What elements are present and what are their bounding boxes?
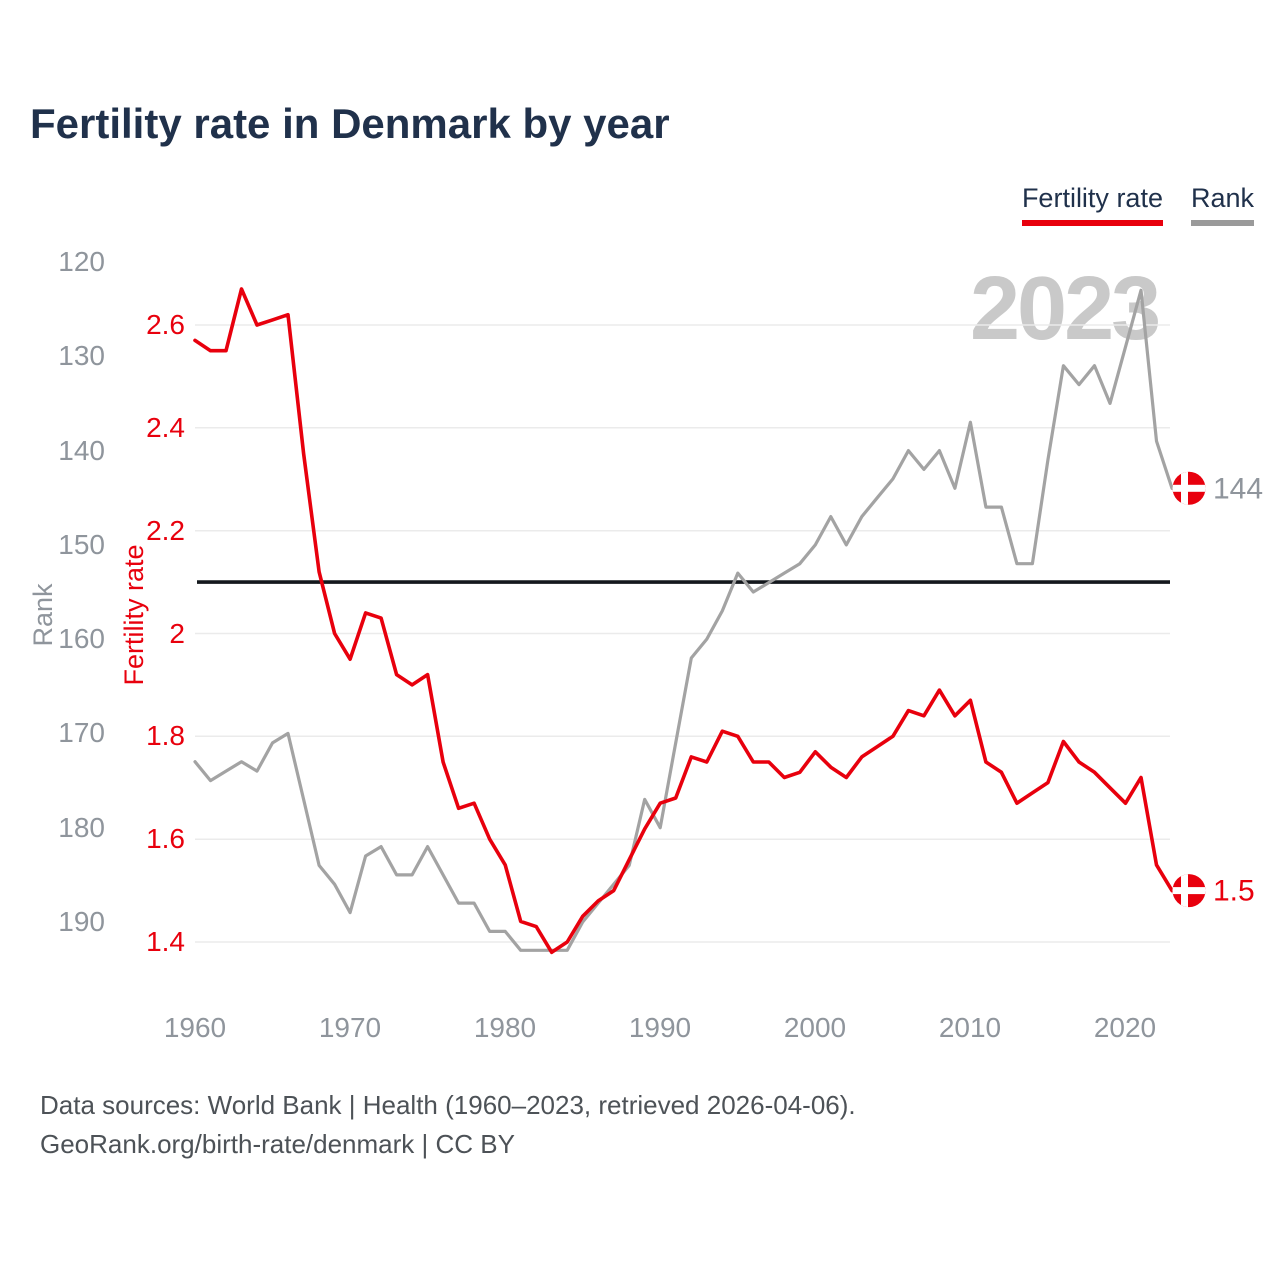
year-tick-label: 2010 (938, 1012, 1002, 1043)
page-title: Fertility rate in Denmark by year (30, 100, 670, 147)
year-tick-label: 1960 (163, 1012, 227, 1043)
rank-tick-label: 160 (58, 623, 105, 654)
denmark-flag-icon (1172, 471, 1206, 505)
fertility-tick-label: 1.6 (146, 823, 185, 854)
rank-line (193, 288, 1174, 952)
fertility-tick-label: 1.8 (146, 720, 185, 751)
rank-tick-label: 150 (58, 529, 105, 560)
legend-item-rank[interactable]: Rank (1190, 183, 1254, 226)
rank-tick-label: 140 (58, 435, 105, 466)
fertility-axis-title: Fertility rate (118, 544, 149, 686)
fertility-tick-label: 2.2 (146, 515, 185, 546)
rank-tick-label: 190 (58, 906, 105, 937)
year-tick-label: 2000 (783, 1012, 847, 1043)
year-tick-label: 1970 (318, 1012, 382, 1043)
fertility-tick-label: 1.4 (146, 926, 185, 957)
fertility-tick-label: 2 (169, 618, 185, 649)
legend: Fertility rate Rank (1021, 183, 1254, 226)
year-tick-label: 1980 (473, 1012, 537, 1043)
year-tick-label: 1990 (628, 1012, 692, 1043)
legend-item-fertility-rate[interactable]: Fertility rate (1021, 183, 1163, 226)
rank-tick-label: 180 (58, 812, 105, 843)
rank-tick-label: 120 (58, 246, 105, 277)
watermark-year: 2023 (970, 259, 1161, 359)
rank-end-label: 144 (1213, 472, 1263, 505)
fertility-rate-line (193, 287, 1174, 955)
footer: Data sources: World Bank | Health (1960–… (40, 1086, 856, 1164)
fertility-tick-label: 2.6 (146, 309, 185, 340)
footer-sources-line: Data sources: World Bank | Health (1960–… (40, 1090, 856, 1120)
denmark-flag-icon (1172, 874, 1206, 908)
fertility-end-label: 1.5 (1213, 875, 1255, 908)
rank-axis-title: Rank (27, 583, 58, 647)
year-tick-label: 2020 (1093, 1012, 1157, 1043)
fertility-tick-label: 2.4 (146, 412, 185, 443)
footer-attribution-line: GeoRank.org/birth-rate/denmark | CC BY (40, 1129, 515, 1159)
rank-tick-label: 130 (58, 340, 105, 371)
rank-tick-label: 170 (58, 717, 105, 748)
